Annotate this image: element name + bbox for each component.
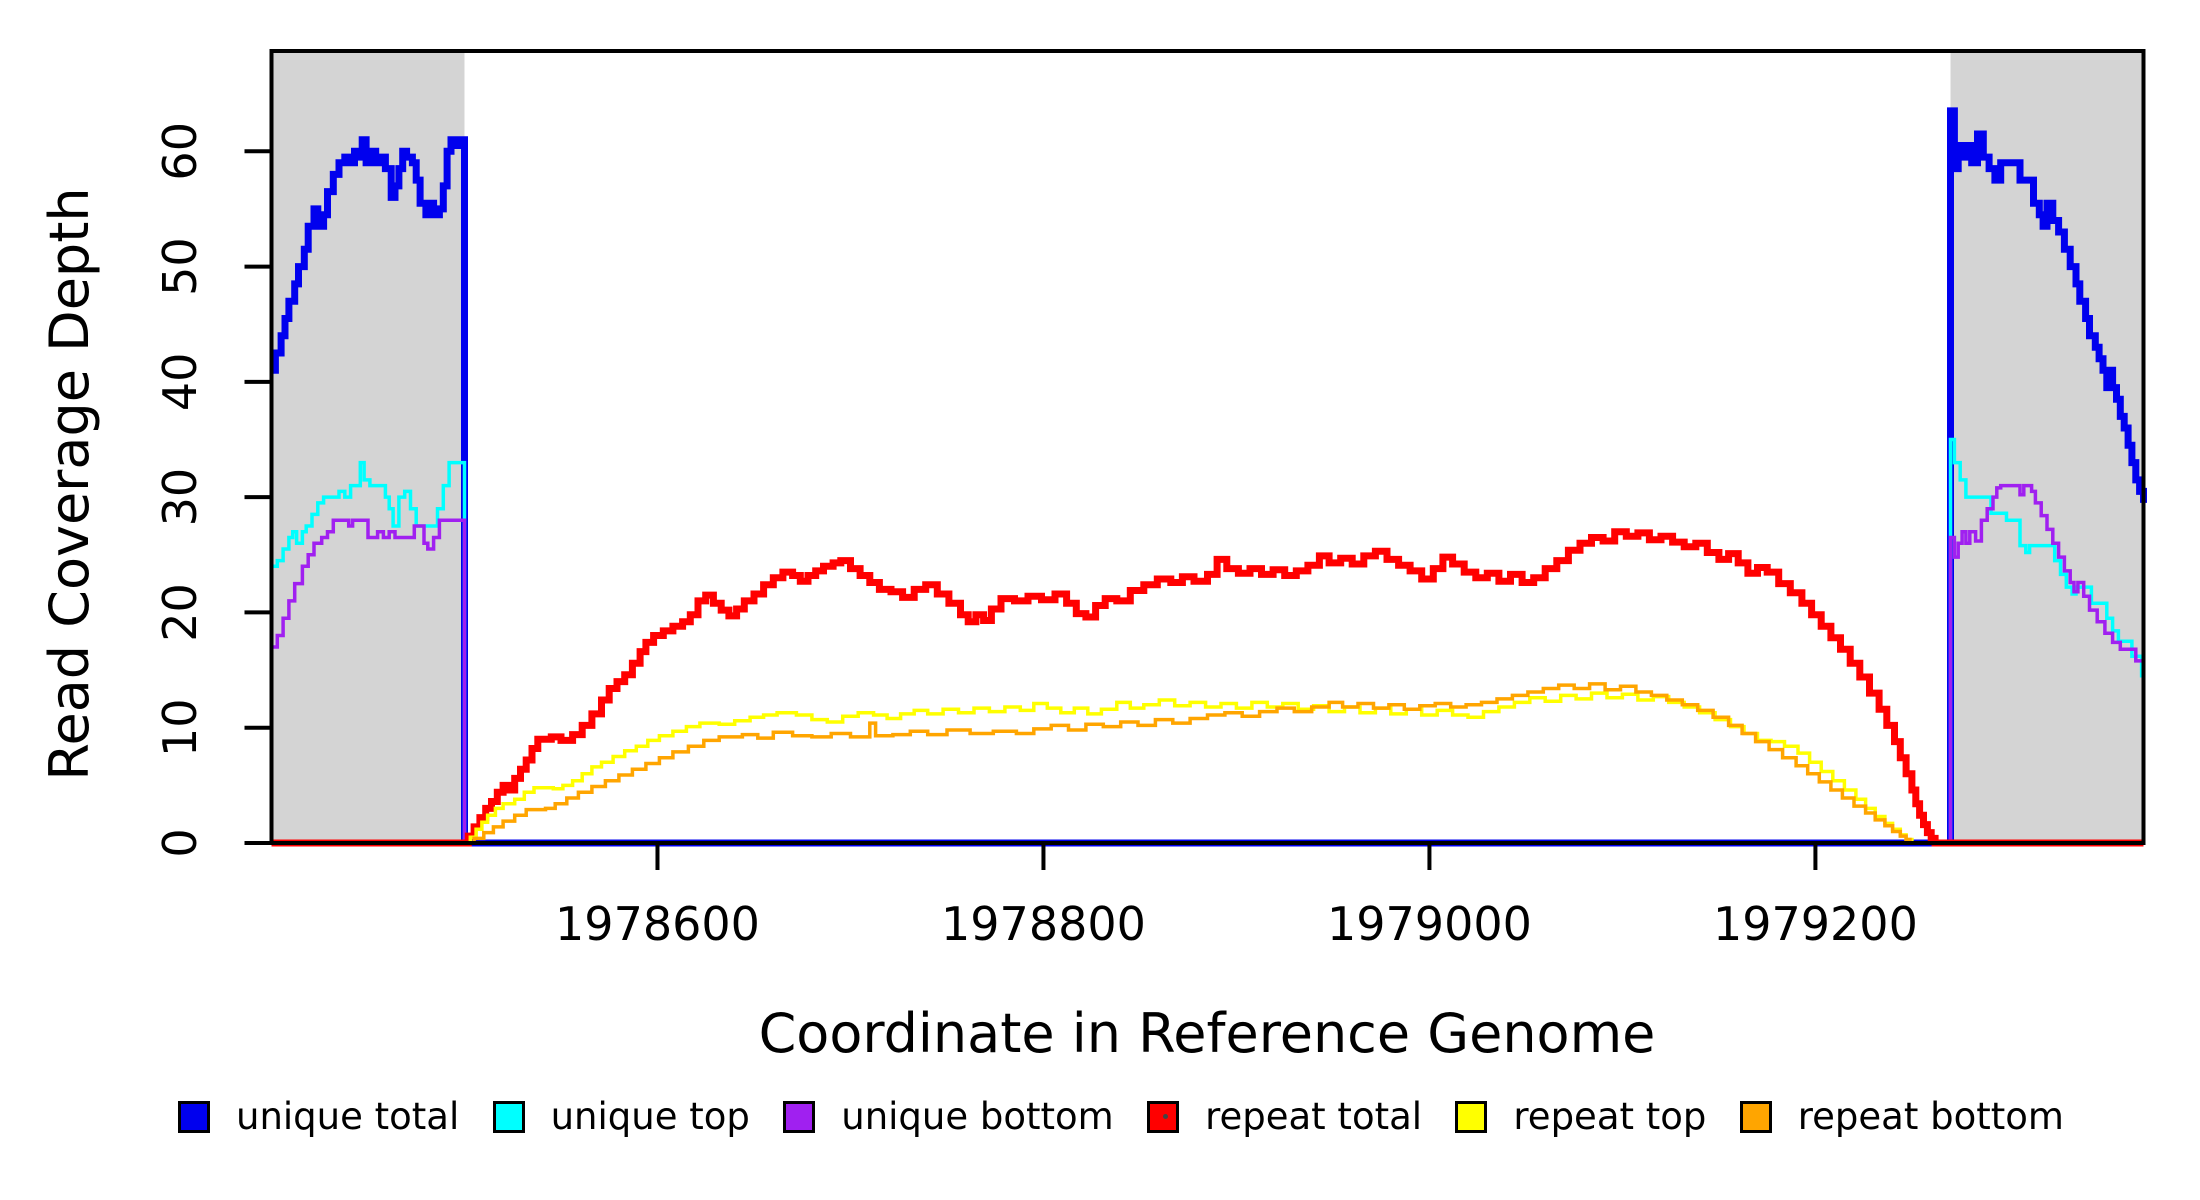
legend: unique total unique top unique bottom re… bbox=[178, 1098, 2064, 1135]
unique-bottom-swatch-icon bbox=[783, 1100, 816, 1133]
legend-item-unique-top: unique top bbox=[492, 1095, 750, 1138]
legend-label: unique bottom bbox=[841, 1095, 1114, 1138]
x-tick-label: 1978800 bbox=[941, 897, 1146, 951]
series-lines bbox=[271, 107, 2147, 847]
y-tick-label: 50 bbox=[153, 237, 207, 296]
series-line-repeat-top bbox=[271, 691, 2144, 845]
legend-item-unique-total: unique total bbox=[178, 1098, 459, 1135]
legend-item-unique-bottom: unique bottom bbox=[783, 1095, 1114, 1138]
shaded-region-right-flank bbox=[1950, 51, 2144, 843]
series-line-unique-top bbox=[271, 437, 2144, 845]
series-line-repeat-total bbox=[271, 528, 2144, 847]
repeat-top-swatch-icon bbox=[1455, 1100, 1488, 1133]
series-line-unique-total bbox=[271, 107, 2147, 847]
y-tick-label: 20 bbox=[153, 583, 207, 642]
y-tick-label: 10 bbox=[153, 698, 207, 757]
unique-top-swatch-icon bbox=[492, 1100, 525, 1133]
legend-label: unique total bbox=[236, 1095, 460, 1138]
legend-item-repeat-total: repeat total bbox=[1147, 1098, 1422, 1135]
repeat-bottom-swatch-icon bbox=[1739, 1100, 1772, 1133]
x-tick-label: 1978600 bbox=[555, 897, 760, 951]
shaded-regions bbox=[271, 51, 2144, 843]
axes: 1978600 1978800 1979000 1979200 0 10 20 30 40 50 6… bbox=[153, 49, 2146, 951]
legend-label: repeat bottom bbox=[1797, 1095, 2064, 1138]
y-axis-title: Read Coverage Depth bbox=[38, 187, 101, 780]
y-tick-label: 60 bbox=[153, 122, 207, 181]
x-tick-label: 1979200 bbox=[1713, 897, 1918, 951]
legend-label: repeat total bbox=[1205, 1095, 1423, 1138]
plot-border bbox=[269, 49, 2146, 845]
series-line-repeat-bottom bbox=[271, 682, 2144, 845]
x-axis-title: Coordinate in Reference Genome bbox=[759, 1002, 1656, 1065]
legend-label: unique top bbox=[550, 1095, 750, 1138]
legend-item-repeat-bottom: repeat bottom bbox=[1739, 1095, 2064, 1138]
unique-total-swatch-icon bbox=[178, 1100, 210, 1133]
y-tick-label: 30 bbox=[153, 468, 207, 527]
legend-label: repeat top bbox=[1513, 1095, 1707, 1138]
shaded-region-left-flank bbox=[271, 51, 465, 843]
x-tick-label: 1979000 bbox=[1327, 897, 1532, 951]
legend-item-repeat-top: repeat top bbox=[1455, 1098, 1706, 1135]
y-tick-label: 0 bbox=[153, 828, 207, 857]
y-tick-label: 40 bbox=[153, 353, 207, 412]
series-line-unique-bottom bbox=[271, 483, 2144, 845]
stray-dot-artifact bbox=[1163, 1114, 1168, 1119]
repeat-total-swatch-icon bbox=[1147, 1100, 1180, 1133]
